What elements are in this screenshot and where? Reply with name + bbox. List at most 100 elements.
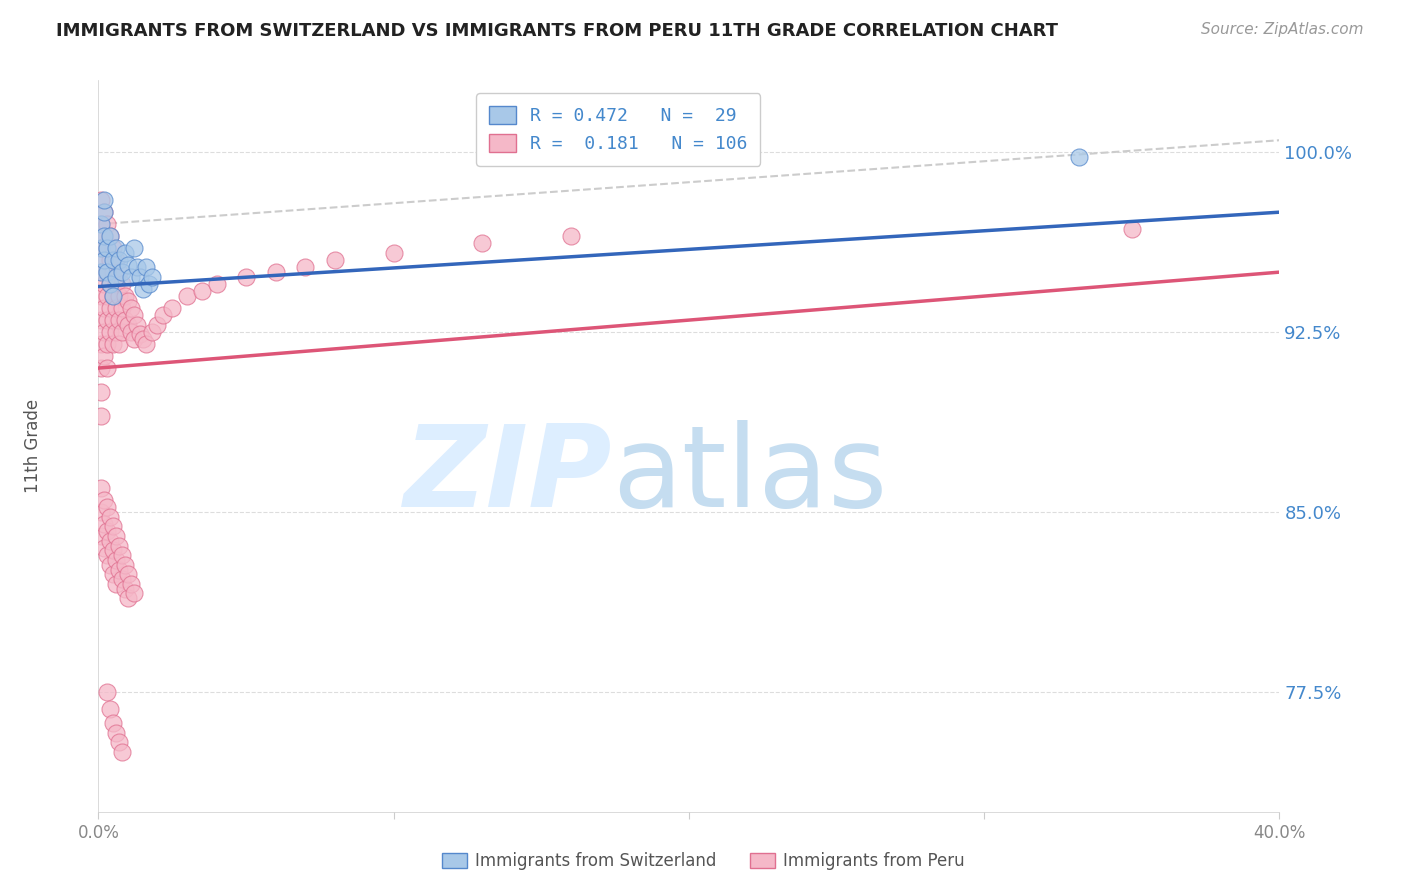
Point — [108, 562, 131, 576]
Point — [96, 217, 118, 231]
Point — [105, 725, 128, 739]
Point — [90, 241, 112, 255]
Point — [103, 313, 125, 327]
Point — [111, 572, 134, 586]
Point — [128, 327, 150, 342]
Point — [108, 265, 131, 279]
Point — [111, 301, 134, 315]
Point — [105, 277, 128, 292]
Point — [96, 241, 118, 255]
Point — [108, 539, 131, 553]
Point — [98, 558, 121, 572]
Point — [138, 277, 160, 292]
Point — [162, 301, 183, 315]
Text: IMMIGRANTS FROM SWITZERLAND VS IMMIGRANTS FROM PERU 11TH GRADE CORRELATION CHART: IMMIGRANTS FROM SWITZERLAND VS IMMIGRANT… — [56, 22, 1059, 40]
Point — [98, 229, 121, 244]
Point — [90, 217, 112, 231]
Point — [93, 349, 115, 363]
Point — [103, 543, 125, 558]
Point — [96, 337, 118, 351]
Point — [111, 325, 134, 339]
Point — [90, 217, 112, 231]
Point — [93, 205, 115, 219]
Point — [90, 529, 112, 543]
Point — [152, 308, 174, 322]
Point — [96, 548, 118, 562]
Point — [108, 337, 131, 351]
Point — [141, 269, 163, 284]
Point — [98, 277, 121, 292]
Point — [122, 308, 145, 322]
Point — [93, 516, 115, 531]
Point — [122, 332, 145, 346]
Point — [105, 269, 128, 284]
Point — [128, 269, 150, 284]
Point — [90, 193, 112, 207]
Point — [93, 492, 115, 507]
Point — [120, 325, 142, 339]
Point — [93, 193, 115, 207]
Point — [1067, 150, 1090, 164]
Point — [90, 361, 112, 376]
Point — [93, 229, 115, 244]
Point — [105, 241, 128, 255]
Point — [122, 241, 145, 255]
Point — [98, 509, 121, 524]
Point — [117, 591, 139, 606]
Point — [103, 567, 125, 582]
Point — [103, 337, 125, 351]
Text: 11th Grade: 11th Grade — [24, 399, 42, 493]
Point — [96, 289, 118, 303]
Point — [624, 150, 647, 164]
Point — [111, 265, 134, 279]
Point — [108, 253, 131, 268]
Point — [560, 229, 582, 244]
Point — [103, 716, 125, 731]
Point — [93, 325, 115, 339]
Point — [90, 241, 112, 255]
Point — [98, 533, 121, 548]
Point — [90, 337, 112, 351]
Point — [93, 229, 115, 244]
Point — [122, 586, 145, 600]
Point — [125, 318, 148, 332]
Point — [191, 285, 214, 299]
Point — [103, 241, 125, 255]
Point — [117, 258, 139, 272]
Point — [135, 337, 157, 351]
Point — [105, 325, 128, 339]
Point — [114, 558, 136, 572]
Point — [98, 253, 121, 268]
Point — [90, 289, 112, 303]
Point — [93, 205, 115, 219]
Point — [264, 265, 287, 279]
Point — [96, 361, 118, 376]
Point — [176, 289, 198, 303]
Point — [323, 253, 346, 268]
Point — [114, 246, 136, 260]
Text: Source: ZipAtlas.com: Source: ZipAtlas.com — [1201, 22, 1364, 37]
Point — [93, 541, 115, 555]
Point — [90, 505, 112, 519]
Point — [93, 277, 115, 292]
Legend: R = 0.472   N =  29, R =  0.181   N = 106: R = 0.472 N = 29, R = 0.181 N = 106 — [475, 93, 761, 166]
Point — [98, 301, 121, 315]
Point — [98, 229, 121, 244]
Point — [105, 553, 128, 567]
Point — [205, 277, 228, 292]
Point — [96, 265, 118, 279]
Point — [90, 265, 112, 279]
Point — [108, 289, 131, 303]
Point — [114, 582, 136, 596]
Point — [111, 277, 134, 292]
Point — [382, 246, 405, 260]
Point — [111, 548, 134, 562]
Point — [1121, 222, 1143, 236]
Point — [93, 253, 115, 268]
Text: atlas: atlas — [612, 420, 887, 531]
Point — [117, 293, 139, 308]
Point — [132, 332, 155, 346]
Point — [141, 325, 163, 339]
Point — [120, 269, 142, 284]
Point — [96, 313, 118, 327]
